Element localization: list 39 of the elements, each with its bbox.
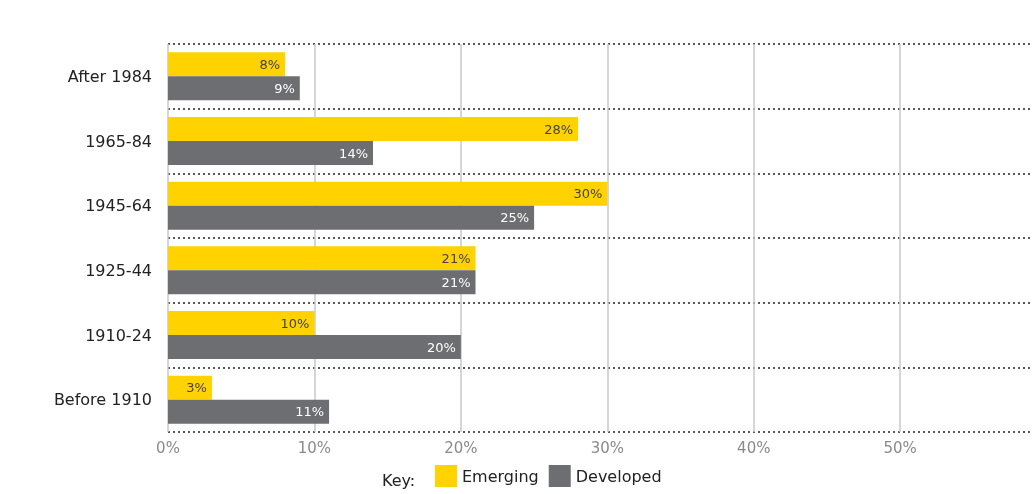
- bar: [168, 117, 579, 141]
- y-tick-label: Before 1910: [53, 390, 152, 410]
- bar: [168, 335, 461, 359]
- bar: [168, 311, 315, 335]
- data-label: 20%: [426, 339, 456, 355]
- bar: [168, 246, 476, 271]
- data-label: 10%: [280, 315, 310, 331]
- data-label: 8%: [259, 56, 281, 72]
- y-tick-label: 1945-64: [85, 196, 152, 216]
- x-tick-label: 0%: [156, 438, 180, 457]
- data-label: 25%: [500, 210, 530, 226]
- bar: [168, 375, 212, 400]
- data-label: 21%: [441, 250, 471, 266]
- data-label: 14%: [339, 145, 369, 161]
- x-tick-label: 30%: [590, 438, 624, 457]
- x-tick-label: 20%: [444, 438, 478, 457]
- bar: [168, 205, 535, 230]
- bar: [168, 181, 608, 206]
- legend-label: Emerging: [462, 466, 539, 486]
- data-label: 9%: [274, 80, 295, 96]
- legend-label: Developed: [575, 466, 662, 486]
- data-label: 3%: [186, 380, 207, 396]
- legend-title: Key:: [382, 470, 416, 490]
- data-label: 21%: [441, 274, 471, 290]
- x-tick-label: 50%: [883, 438, 917, 457]
- bar: [168, 270, 476, 295]
- y-tick-label: 1925-44: [85, 260, 152, 280]
- bar: [168, 141, 374, 165]
- x-tick-label: 40%: [737, 438, 771, 457]
- y-tick-label: After 1984: [67, 66, 152, 86]
- x-tick-label: 10%: [297, 438, 332, 457]
- y-tick-label: 1965-84: [85, 131, 152, 151]
- bar: [168, 76, 300, 101]
- data-label: 28%: [544, 121, 574, 137]
- data-label: 30%: [573, 186, 603, 202]
- bar: [168, 52, 286, 77]
- y-tick-label: 1910-24: [85, 325, 152, 345]
- data-label: 11%: [295, 404, 325, 420]
- bar: [168, 399, 330, 424]
